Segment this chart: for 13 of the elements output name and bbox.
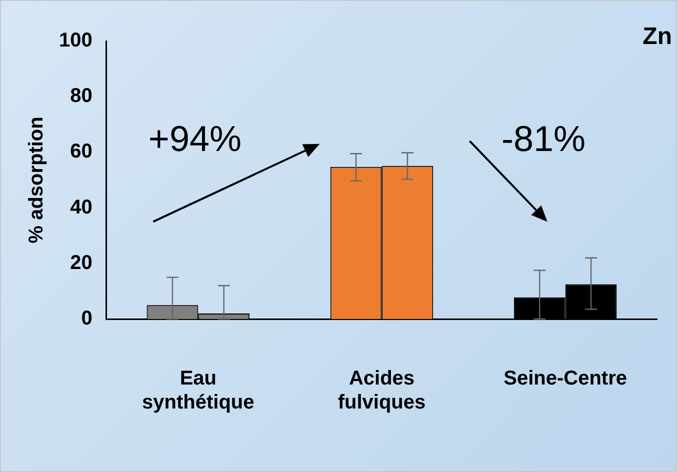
y-tick-label: 80 [70, 85, 92, 108]
y-tick-label: 20 [70, 252, 92, 274]
y-tick-label: 0 [81, 308, 92, 330]
annotation: +94% [148, 118, 242, 159]
y-tick-label: 60 [70, 140, 92, 163]
y-axis-title: % adsorption [26, 116, 48, 244]
x-tick-label: Eau synthétique [142, 368, 254, 414]
annotation: -81% [502, 118, 586, 159]
y-tick-label: 40 [70, 196, 92, 218]
y-tick-label: 100 [58, 30, 92, 52]
chart-title: Zn [642, 23, 672, 51]
x-tick-label: Acides fulviques [338, 368, 426, 414]
x-tick-label: Seine-Centre [504, 368, 628, 390]
